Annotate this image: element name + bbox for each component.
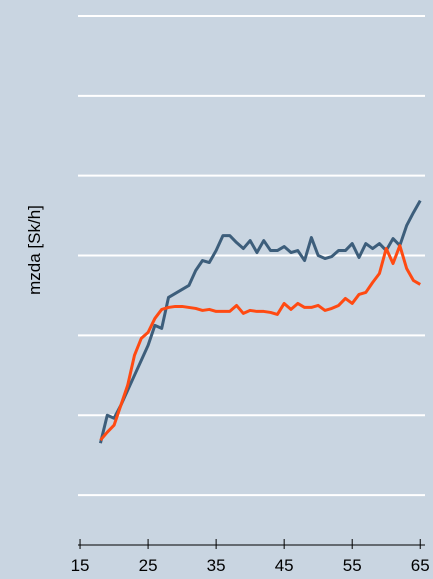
x-tick-label: 55 <box>343 556 362 575</box>
data-line <box>98 199 422 444</box>
x-tick-label: 45 <box>275 556 294 575</box>
x-tick-label: 35 <box>207 556 226 575</box>
y-axis-label: mzda [Sk/h] <box>25 205 44 295</box>
data-line <box>99 244 421 442</box>
x-tick-label: 15 <box>71 556 90 575</box>
x-tick-label: 25 <box>139 556 158 575</box>
x-tick-label: 65 <box>411 556 430 575</box>
